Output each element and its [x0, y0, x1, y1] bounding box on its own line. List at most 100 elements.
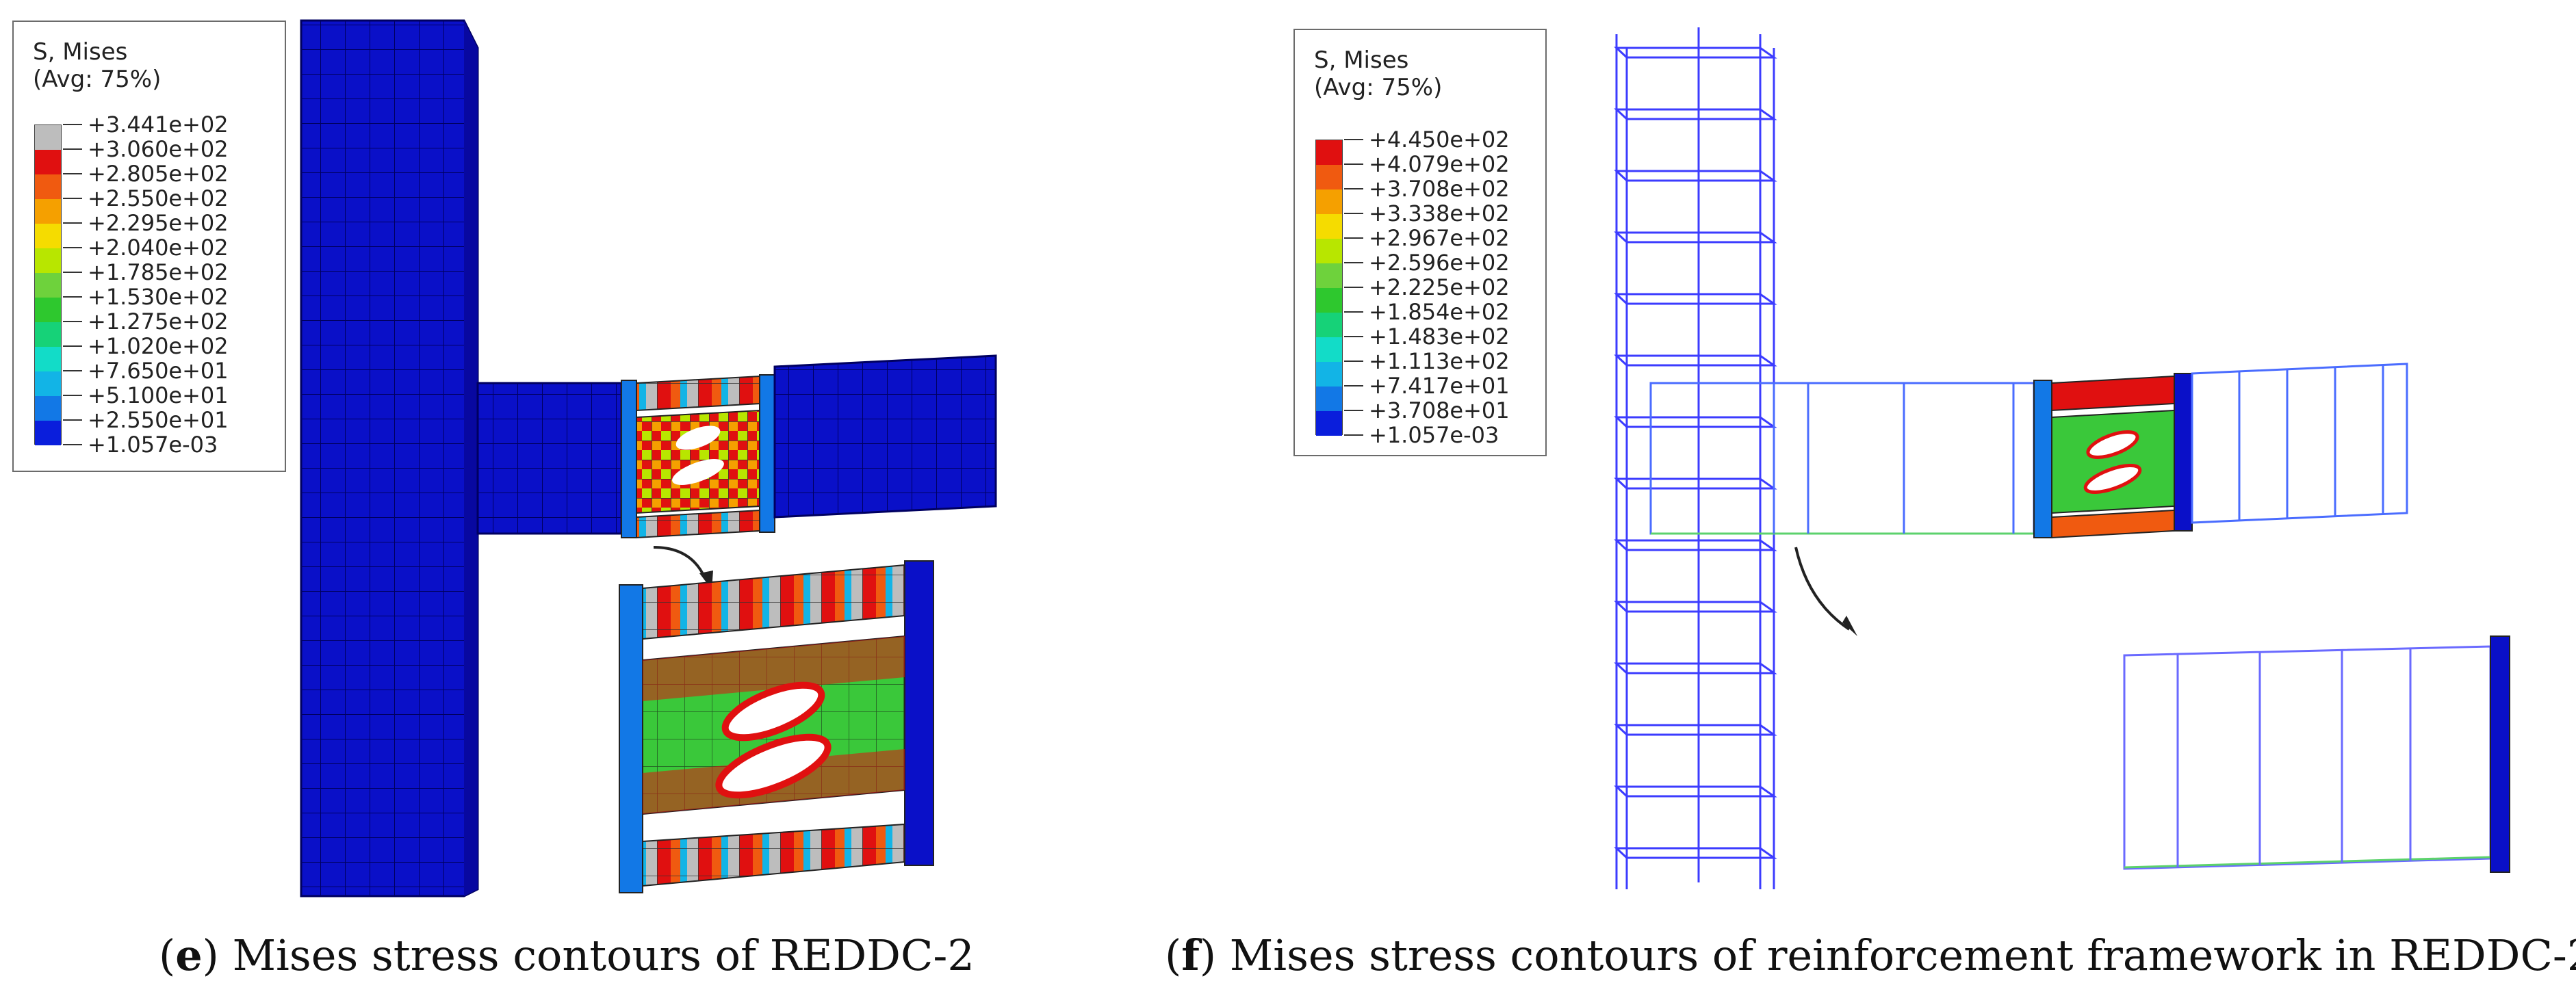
stirrup-hoop	[1614, 724, 1777, 736]
legend-swatch	[35, 248, 61, 273]
legend-title: S, Mises	[33, 38, 128, 66]
stirrup-hoop	[1614, 108, 1777, 120]
damper-device	[621, 374, 775, 539]
legend-subtitle: (Avg: 75%)	[1314, 74, 1443, 101]
stress-legend: S, Mises (Avg: 75%) +3.441e+02 +3.060e+02…	[12, 21, 286, 472]
legend-tick	[1344, 237, 1363, 239]
legend-swatch	[35, 421, 61, 445]
legend-value-label: +2.550e+02	[88, 185, 229, 211]
beam-right	[773, 354, 997, 519]
caption-letter: e	[175, 930, 203, 980]
legend-swatch	[35, 371, 61, 396]
damper-device	[2033, 373, 2193, 539]
legend-swatch	[1316, 140, 1342, 165]
legend-value-label: +4.079e+02	[1369, 151, 1510, 177]
stirrup-hoop	[1614, 293, 1777, 305]
stirrup-hoop	[1614, 354, 1777, 367]
stirrup-hoop	[1614, 539, 1777, 551]
legend-value-label: +7.417e+01	[1369, 373, 1510, 399]
legend-tick	[63, 370, 82, 371]
legend-value-label: +1.113e+02	[1369, 348, 1510, 374]
legend-value-label: +1.057e-03	[1369, 422, 1499, 448]
stirrup-hoop	[1614, 170, 1777, 182]
legend-subtitle: (Avg: 75%)	[33, 66, 162, 93]
legend-tick	[1344, 163, 1363, 165]
legend-tick	[63, 419, 82, 421]
legend-swatch	[35, 150, 61, 174]
caption-e: (e) Mises stress contours of REDDC-2	[159, 930, 975, 980]
legend-tick	[1344, 361, 1363, 362]
legend-swatch	[35, 199, 61, 224]
stress-legend: S, Mises (Avg: 75%) +4.450e+02 +4.079e+02…	[1293, 29, 1547, 456]
legend-swatch	[1316, 313, 1342, 337]
legend-swatch	[1316, 288, 1342, 313]
legend-value-label: +1.057e-03	[88, 432, 218, 458]
reinforcement-detail	[2123, 635, 2510, 873]
legend-value-label: +1.483e+02	[1369, 324, 1510, 350]
zoom-arrow	[1794, 547, 1857, 636]
stirrup-hoop	[1614, 477, 1777, 490]
legend-swatch	[1316, 362, 1342, 386]
legend-swatch	[35, 347, 61, 371]
legend-swatch	[35, 224, 61, 248]
legend-value-label: +1.275e+02	[88, 309, 229, 335]
legend-value-label: +1.530e+02	[88, 284, 229, 310]
panel-f: S, Mises (Avg: 75%) +4.450e+02 +4.079e+02…	[1165, 0, 2576, 983]
caption-f: (f) Mises stress contours of reinforceme…	[1165, 930, 2576, 980]
legend-tick	[63, 395, 82, 396]
legend-value-label: +3.708e+02	[1369, 176, 1510, 202]
legend-value-label: +2.550e+01	[88, 407, 229, 433]
legend-value-label: +2.967e+02	[1369, 225, 1510, 251]
legend-tick	[63, 296, 82, 298]
legend-swatch	[1316, 165, 1342, 189]
column-reinforcement-cage	[1614, 27, 1777, 889]
legend-swatch	[1316, 189, 1342, 214]
stirrup-hoop	[1614, 231, 1777, 244]
legend-tick	[1344, 213, 1363, 214]
panel-e: S, Mises (Avg: 75%) +3.441e+02 +3.060e+02…	[12, 19, 997, 980]
stirrup-hoop	[1614, 662, 1777, 674]
caption-text: Mises stress contours of reinforcement f…	[1229, 930, 2576, 980]
beam-cage-right	[2191, 363, 2408, 524]
legend-value-label: +3.441e+02	[88, 112, 229, 137]
legend-value-label: +2.295e+02	[88, 210, 229, 236]
legend-swatch	[1316, 337, 1342, 362]
fe-model-reddc2	[300, 19, 997, 897]
legend-tick	[63, 321, 82, 322]
legend-tick	[63, 222, 82, 224]
legend-tick	[1344, 139, 1363, 140]
legend-tick	[63, 345, 82, 347]
legend-tick	[1344, 287, 1363, 288]
legend-swatch	[1316, 214, 1342, 239]
caption-text: Mises stress contours of REDDC-2	[232, 930, 975, 980]
legend-value-label: +2.040e+02	[88, 235, 229, 261]
legend-swatch	[35, 298, 61, 322]
legend-value-label: +3.060e+02	[88, 136, 229, 162]
beam-stub-left	[476, 382, 623, 535]
legend-tick	[63, 272, 82, 273]
legend-value-label: +2.596e+02	[1369, 250, 1510, 276]
stirrup-hoop	[1614, 847, 1777, 859]
stirrup-hoop	[1614, 47, 1777, 59]
legend-swatch	[1316, 239, 1342, 263]
legend-tick	[1344, 434, 1363, 436]
legend-tick	[1344, 311, 1363, 313]
legend-colorbar	[34, 124, 62, 445]
beam-cage-left	[1649, 382, 2035, 535]
legend-title: S, Mises	[1314, 47, 1409, 74]
legend-swatch	[1316, 263, 1342, 288]
stirrup-hoop	[1614, 416, 1777, 428]
column	[300, 19, 479, 897]
stirrup-hoop	[1614, 785, 1777, 798]
legend-swatch	[1316, 386, 1342, 411]
legend-tick	[63, 124, 82, 125]
legend-swatch	[35, 125, 61, 150]
legend-value-label: +1.785e+02	[88, 259, 229, 285]
caption-letter: f	[1181, 930, 1200, 980]
legend-tick	[63, 198, 82, 199]
legend-value-label: +3.338e+02	[1369, 200, 1510, 226]
stirrup-hoop	[1614, 601, 1777, 613]
legend-swatch	[1316, 411, 1342, 436]
legend-value-label: +3.708e+01	[1369, 397, 1510, 423]
legend-tick	[1344, 410, 1363, 411]
